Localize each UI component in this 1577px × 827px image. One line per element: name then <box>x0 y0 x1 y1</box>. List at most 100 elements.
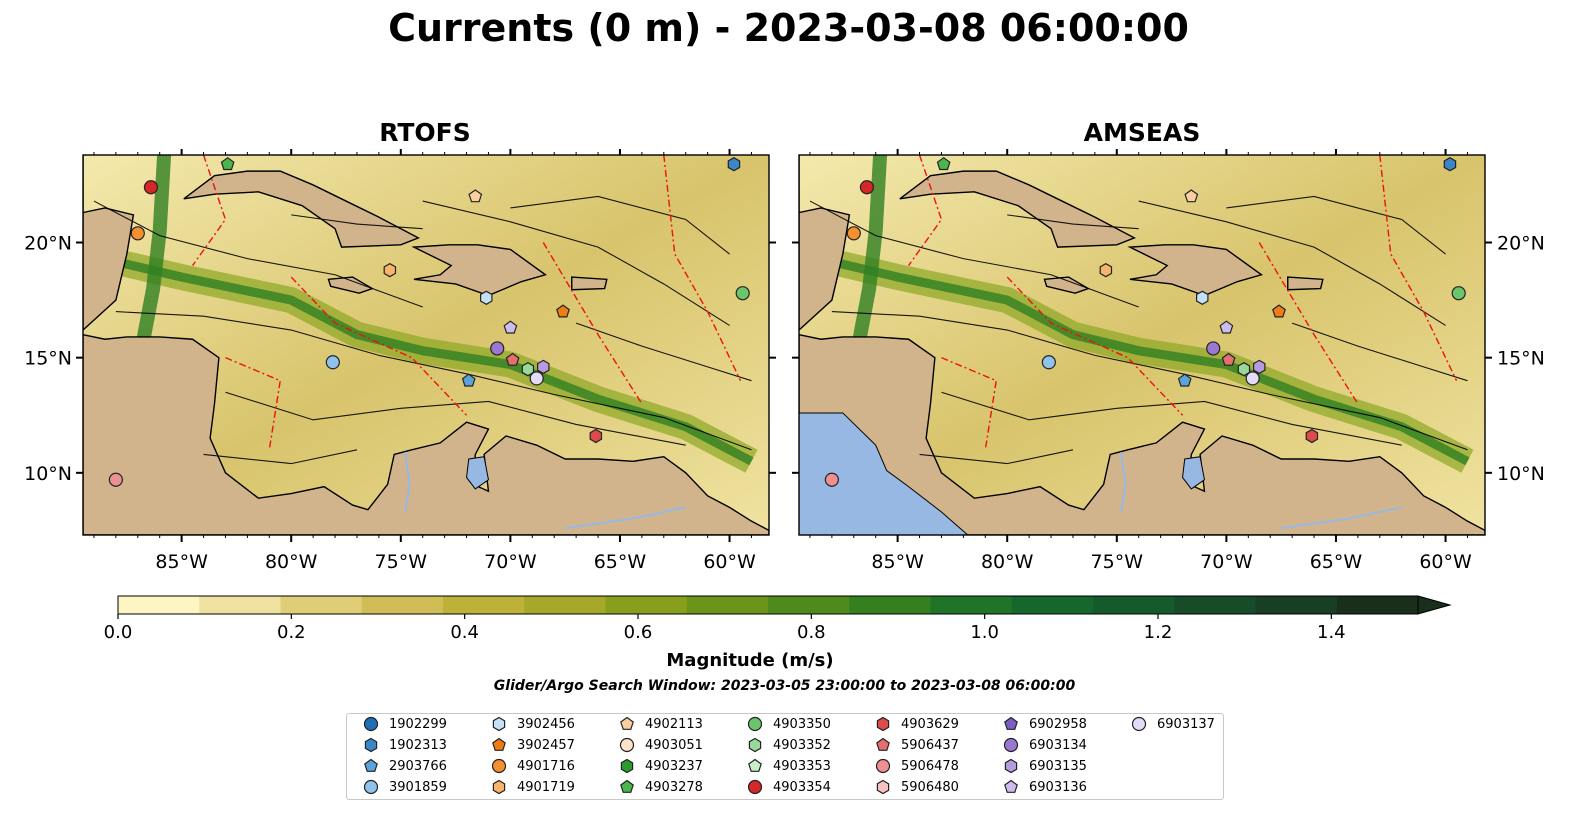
lat-tick-label-right: 15°N <box>1497 348 1545 370</box>
platform-marker-5906437[interactable] <box>1221 352 1236 366</box>
legend-marker-4903237[interactable] <box>620 758 634 774</box>
legend-marker-2903766[interactable] <box>364 758 378 772</box>
legend-marker-6902958[interactable] <box>1004 716 1018 730</box>
lon-tick-label: 80°W <box>981 551 1034 573</box>
platform-marker-4902113[interactable] <box>1184 189 1199 203</box>
legend-marker-4903354[interactable] <box>747 779 763 795</box>
legend-marker-4901716[interactable] <box>491 758 507 774</box>
platform-marker-6903136[interactable] <box>503 320 518 334</box>
legend-marker-6903134[interactable] <box>1003 737 1019 753</box>
platform-marker-4901716[interactable] <box>130 226 145 241</box>
legend-marker-5906437[interactable] <box>876 737 890 751</box>
platform-marker-4903278[interactable] <box>936 156 951 171</box>
eez-boundary <box>908 155 943 266</box>
legend-marker-4903278[interactable] <box>620 779 634 793</box>
platform-marker-4903354[interactable] <box>859 180 875 195</box>
platform-marker-4903352[interactable] <box>521 362 535 377</box>
platform-marker-1902313[interactable] <box>1443 157 1457 172</box>
legend-marker-4903051[interactable] <box>619 737 635 753</box>
platform-marker-6903136[interactable] <box>1219 320 1234 334</box>
land-puerto-rico <box>571 276 608 291</box>
platform-marker-4901719[interactable] <box>383 263 397 278</box>
platform-marker-3902456[interactable] <box>480 290 493 305</box>
land-south-america <box>83 333 769 535</box>
platform-marker-6903135[interactable] <box>1252 359 1266 375</box>
platform-marker-4903350[interactable] <box>735 286 750 301</box>
legend-item: 4903354 <box>745 777 831 797</box>
platform-marker-1902313[interactable] <box>727 157 741 172</box>
platform-marker-4902113[interactable] <box>468 189 483 203</box>
lake-maracaibo <box>1182 456 1206 490</box>
legend-marker-4903629[interactable] <box>876 716 890 732</box>
legend-marker-4903353[interactable] <box>748 758 762 772</box>
legend-marker-3901859[interactable] <box>363 779 379 795</box>
platform-marker-4903354[interactable] <box>143 180 159 195</box>
legend-marker-3902456[interactable] <box>492 716 506 732</box>
eez-boundary <box>542 242 643 405</box>
pentagon-marker-icon <box>876 737 890 751</box>
circle-marker-icon <box>363 779 379 795</box>
platform-marker-4903350[interactable] <box>1451 286 1466 301</box>
legend-marker-6903135[interactable] <box>1004 758 1018 774</box>
streamline <box>1138 200 1446 326</box>
platform-marker-3901859[interactable] <box>325 355 340 370</box>
platform-marker-2903766[interactable] <box>1177 373 1192 387</box>
colorbar-tick-label: 1.4 <box>1317 622 1346 640</box>
legend-marker-3902457[interactable] <box>492 737 506 751</box>
legend-marker-4901719[interactable] <box>492 779 506 795</box>
platform-marker-4901716[interactable] <box>846 226 861 241</box>
legend-item: 4903237 <box>617 756 703 776</box>
legend-item: 6903134 <box>1001 735 1087 755</box>
legend-marker-6903137[interactable] <box>1131 716 1147 732</box>
lon-tick-label: 85°W <box>871 551 924 573</box>
legend-marker-4902113[interactable] <box>620 716 634 730</box>
legend-marker-6903136[interactable] <box>1004 779 1018 793</box>
pentagon-marker-icon <box>364 758 378 772</box>
legend-marker-4903352[interactable] <box>748 737 762 753</box>
platform-marker-3902456[interactable] <box>1195 290 1209 305</box>
legend-marker-5906480[interactable] <box>876 779 890 795</box>
platform-marker-3902457[interactable] <box>556 304 570 318</box>
platform-marker-4903629[interactable] <box>589 428 603 444</box>
land-cuba <box>183 170 421 248</box>
streamline <box>115 311 752 451</box>
map-panel-rtofs[interactable]: 85°W 80°W 75°W 70°W 65°W 60°W 20°N 15°N 10°N <box>24 149 776 573</box>
legend-marker-5906478[interactable] <box>875 758 891 774</box>
platform-marker-4903629[interactable] <box>1305 428 1319 444</box>
hexagon-marker-icon <box>364 737 378 753</box>
platform-marker-6903137[interactable] <box>529 371 544 386</box>
platform-marker-6903134[interactable] <box>490 341 505 356</box>
colorbar-segment <box>1336 596 1419 614</box>
colorbar-segment <box>524 596 606 614</box>
legend-item: 4901719 <box>489 777 575 797</box>
platform-marker-4903278[interactable] <box>220 156 235 171</box>
map-panel-amseas[interactable]: 85°W 80°W 75°W 70°W 65°W 60°W 20°N 15°N 10°N <box>792 149 1545 573</box>
legend-label: 1902313 <box>389 737 447 753</box>
platform-marker-5906478[interactable] <box>824 472 839 487</box>
legend-marker-1902313[interactable] <box>364 737 378 753</box>
legend-marker-1902299[interactable] <box>363 716 379 732</box>
map-frame <box>82 154 770 536</box>
legend-label: 6902958 <box>1029 716 1087 732</box>
platform-marker-5906478[interactable] <box>108 472 123 487</box>
colorbar-segment <box>118 596 200 614</box>
platform-marker-3901859[interactable] <box>1041 355 1056 370</box>
platform-marker-3902457[interactable] <box>1272 304 1286 318</box>
platform-marker-6903135[interactable] <box>536 359 550 375</box>
colorbar-tick-label: 0.0 <box>104 622 133 640</box>
legend-marker-4903350[interactable] <box>747 716 763 732</box>
platform-marker-5906437[interactable] <box>505 352 520 366</box>
legend-label: 4903352 <box>773 737 831 753</box>
platform-marker-6903134[interactable] <box>1206 341 1221 356</box>
platform-marker-6903137[interactable] <box>1245 371 1260 386</box>
legend-label: 3902456 <box>517 716 575 732</box>
platform-marker-2903766[interactable] <box>461 373 476 387</box>
platform-marker-4903352[interactable] <box>1237 362 1251 377</box>
legend-item: 4902113 <box>617 714 703 734</box>
legend-item: 5906437 <box>873 735 959 755</box>
platform-marker-4901719[interactable] <box>1099 263 1113 278</box>
hexagon-marker-icon <box>1004 758 1018 774</box>
circle-marker-icon <box>747 779 763 795</box>
streamline <box>422 200 730 326</box>
circle-marker-icon <box>363 716 379 732</box>
